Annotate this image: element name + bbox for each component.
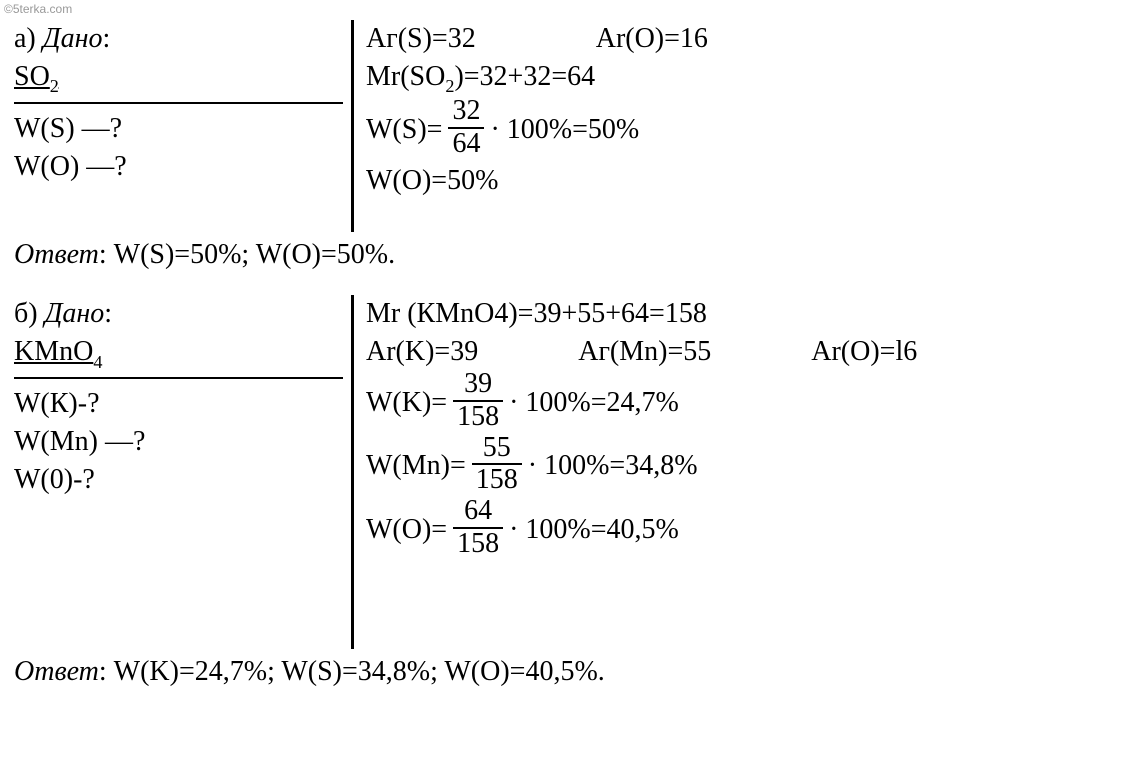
- answer-text-b: : W(K)=24,7%; W(S)=34,8%; W(O)=40,5%.: [99, 656, 605, 687]
- wk-post: · 100%=24,7%: [509, 387, 679, 419]
- given-column-a: а) Дано: SO2 W(S) —? W(O) —?: [14, 20, 354, 232]
- ar-mn: Aг(Mn)=55: [578, 333, 711, 371]
- given-header-a: а) Дано:: [14, 20, 343, 58]
- ar-o: Ar(O)=16: [596, 20, 708, 58]
- ws-num: 32: [448, 96, 484, 129]
- given-header-b: б) Дано:: [14, 295, 343, 333]
- problem-a: а) Дано: SO2 W(S) —? W(O) —?: [14, 20, 1136, 273]
- problem-letter-a: а): [14, 23, 36, 54]
- mr-a-sub: 2: [445, 76, 454, 96]
- solution-column-a: Aг(S)=32 Ar(O)=16 Mr(SO2)=32+32=64 W(S)=…: [354, 20, 1136, 232]
- mr-b: Mr (КMnO4)=39+55+64=158: [366, 295, 1136, 333]
- answer-a: Ответ: W(S)=50%; W(O)=50%.: [14, 232, 1136, 274]
- wmn-post: · 100%=34,8%: [528, 450, 698, 482]
- find-wmn-b: W(Mn) —?: [14, 423, 343, 461]
- ar-o-b: Ar(O)=l6: [811, 333, 917, 371]
- ws-den: 64: [448, 129, 484, 160]
- wmn-pre: W(Mn)=: [366, 450, 466, 482]
- answer-b: Ответ: W(K)=24,7%; W(S)=34,8%; W(O)=40,5…: [14, 649, 1136, 691]
- wo-post-b: · 100%=40,5%: [509, 514, 679, 546]
- compound-b-sub: 4: [93, 352, 102, 372]
- mr-a-pre: Mr(SO: [366, 61, 445, 92]
- compound-b-base: KMnO: [14, 336, 93, 367]
- find-wo-b: W(0)-?: [14, 461, 343, 499]
- ws-fraction: 32 64: [448, 96, 484, 160]
- wo-num-b: 64: [453, 496, 503, 529]
- wmn-num: 55: [472, 433, 522, 466]
- wk-num: 39: [453, 369, 503, 402]
- wk-equation: W(K)= 39 158 · 100%=24,7%: [366, 371, 1136, 435]
- answer-text-a: : W(S)=50%; W(O)=50%.: [99, 239, 395, 270]
- solution-column-b: Mr (КMnO4)=39+55+64=158 Ar(K)=39 Aг(Mn)=…: [354, 295, 1136, 648]
- wmn-fraction: 55 158: [472, 433, 522, 497]
- wo-fraction-b: 64 158: [453, 496, 503, 560]
- wo-den-b: 158: [453, 529, 503, 560]
- document-content: а) Дано: SO2 W(S) —? W(O) —?: [0, 0, 1146, 722]
- answer-label-b: Ответ: [14, 656, 99, 687]
- compound-b: KMnO4: [14, 333, 343, 373]
- find-wk-b: W(К)-?: [14, 385, 343, 423]
- compound-a-sub: 2: [50, 76, 59, 96]
- wmn-equation: W(Mn)= 55 158 · 100%=34,8%: [366, 435, 1136, 499]
- ar-s: Aг(S)=32: [366, 20, 476, 58]
- wk-fraction: 39 158: [453, 369, 503, 433]
- wo-equation-b: W(O)= 64 158 · 100%=40,5%: [366, 498, 1136, 562]
- ws-post: · 100%=50%: [490, 114, 639, 146]
- wk-den: 158: [453, 402, 503, 433]
- wo-value-a: W(O)=50%: [366, 162, 1136, 200]
- ar-k: Ar(K)=39: [366, 333, 478, 371]
- ws-pre: W(S)=: [366, 114, 442, 146]
- answer-label-a: Ответ: [14, 239, 99, 270]
- watermark-text: ©5terka.com: [4, 2, 72, 16]
- wk-pre: W(K)=: [366, 387, 447, 419]
- given-label-b: Дано: [45, 298, 105, 329]
- ws-equation: W(S)= 32 64 · 100%=50%: [366, 98, 1136, 162]
- compound-a-base: SO: [14, 61, 50, 92]
- find-wo-a: W(O) —?: [14, 148, 343, 186]
- mr-a: Mr(SO2)=32+32=64: [366, 58, 1136, 98]
- wmn-den: 158: [472, 465, 522, 496]
- given-label-a: Дано: [43, 23, 103, 54]
- problem-letter-b: б): [14, 298, 38, 329]
- mr-a-post: )=32+32=64: [454, 61, 595, 92]
- compound-a: SO2: [14, 58, 343, 98]
- problem-b: б) Дано: KMnO4 W(К)-? W(Mn) —? W(0)-?: [14, 295, 1136, 690]
- given-column-b: б) Дано: KMnO4 W(К)-? W(Mn) —? W(0)-?: [14, 295, 354, 648]
- find-ws-a: W(S) —?: [14, 110, 343, 148]
- wo-pre-b: W(O)=: [366, 514, 447, 546]
